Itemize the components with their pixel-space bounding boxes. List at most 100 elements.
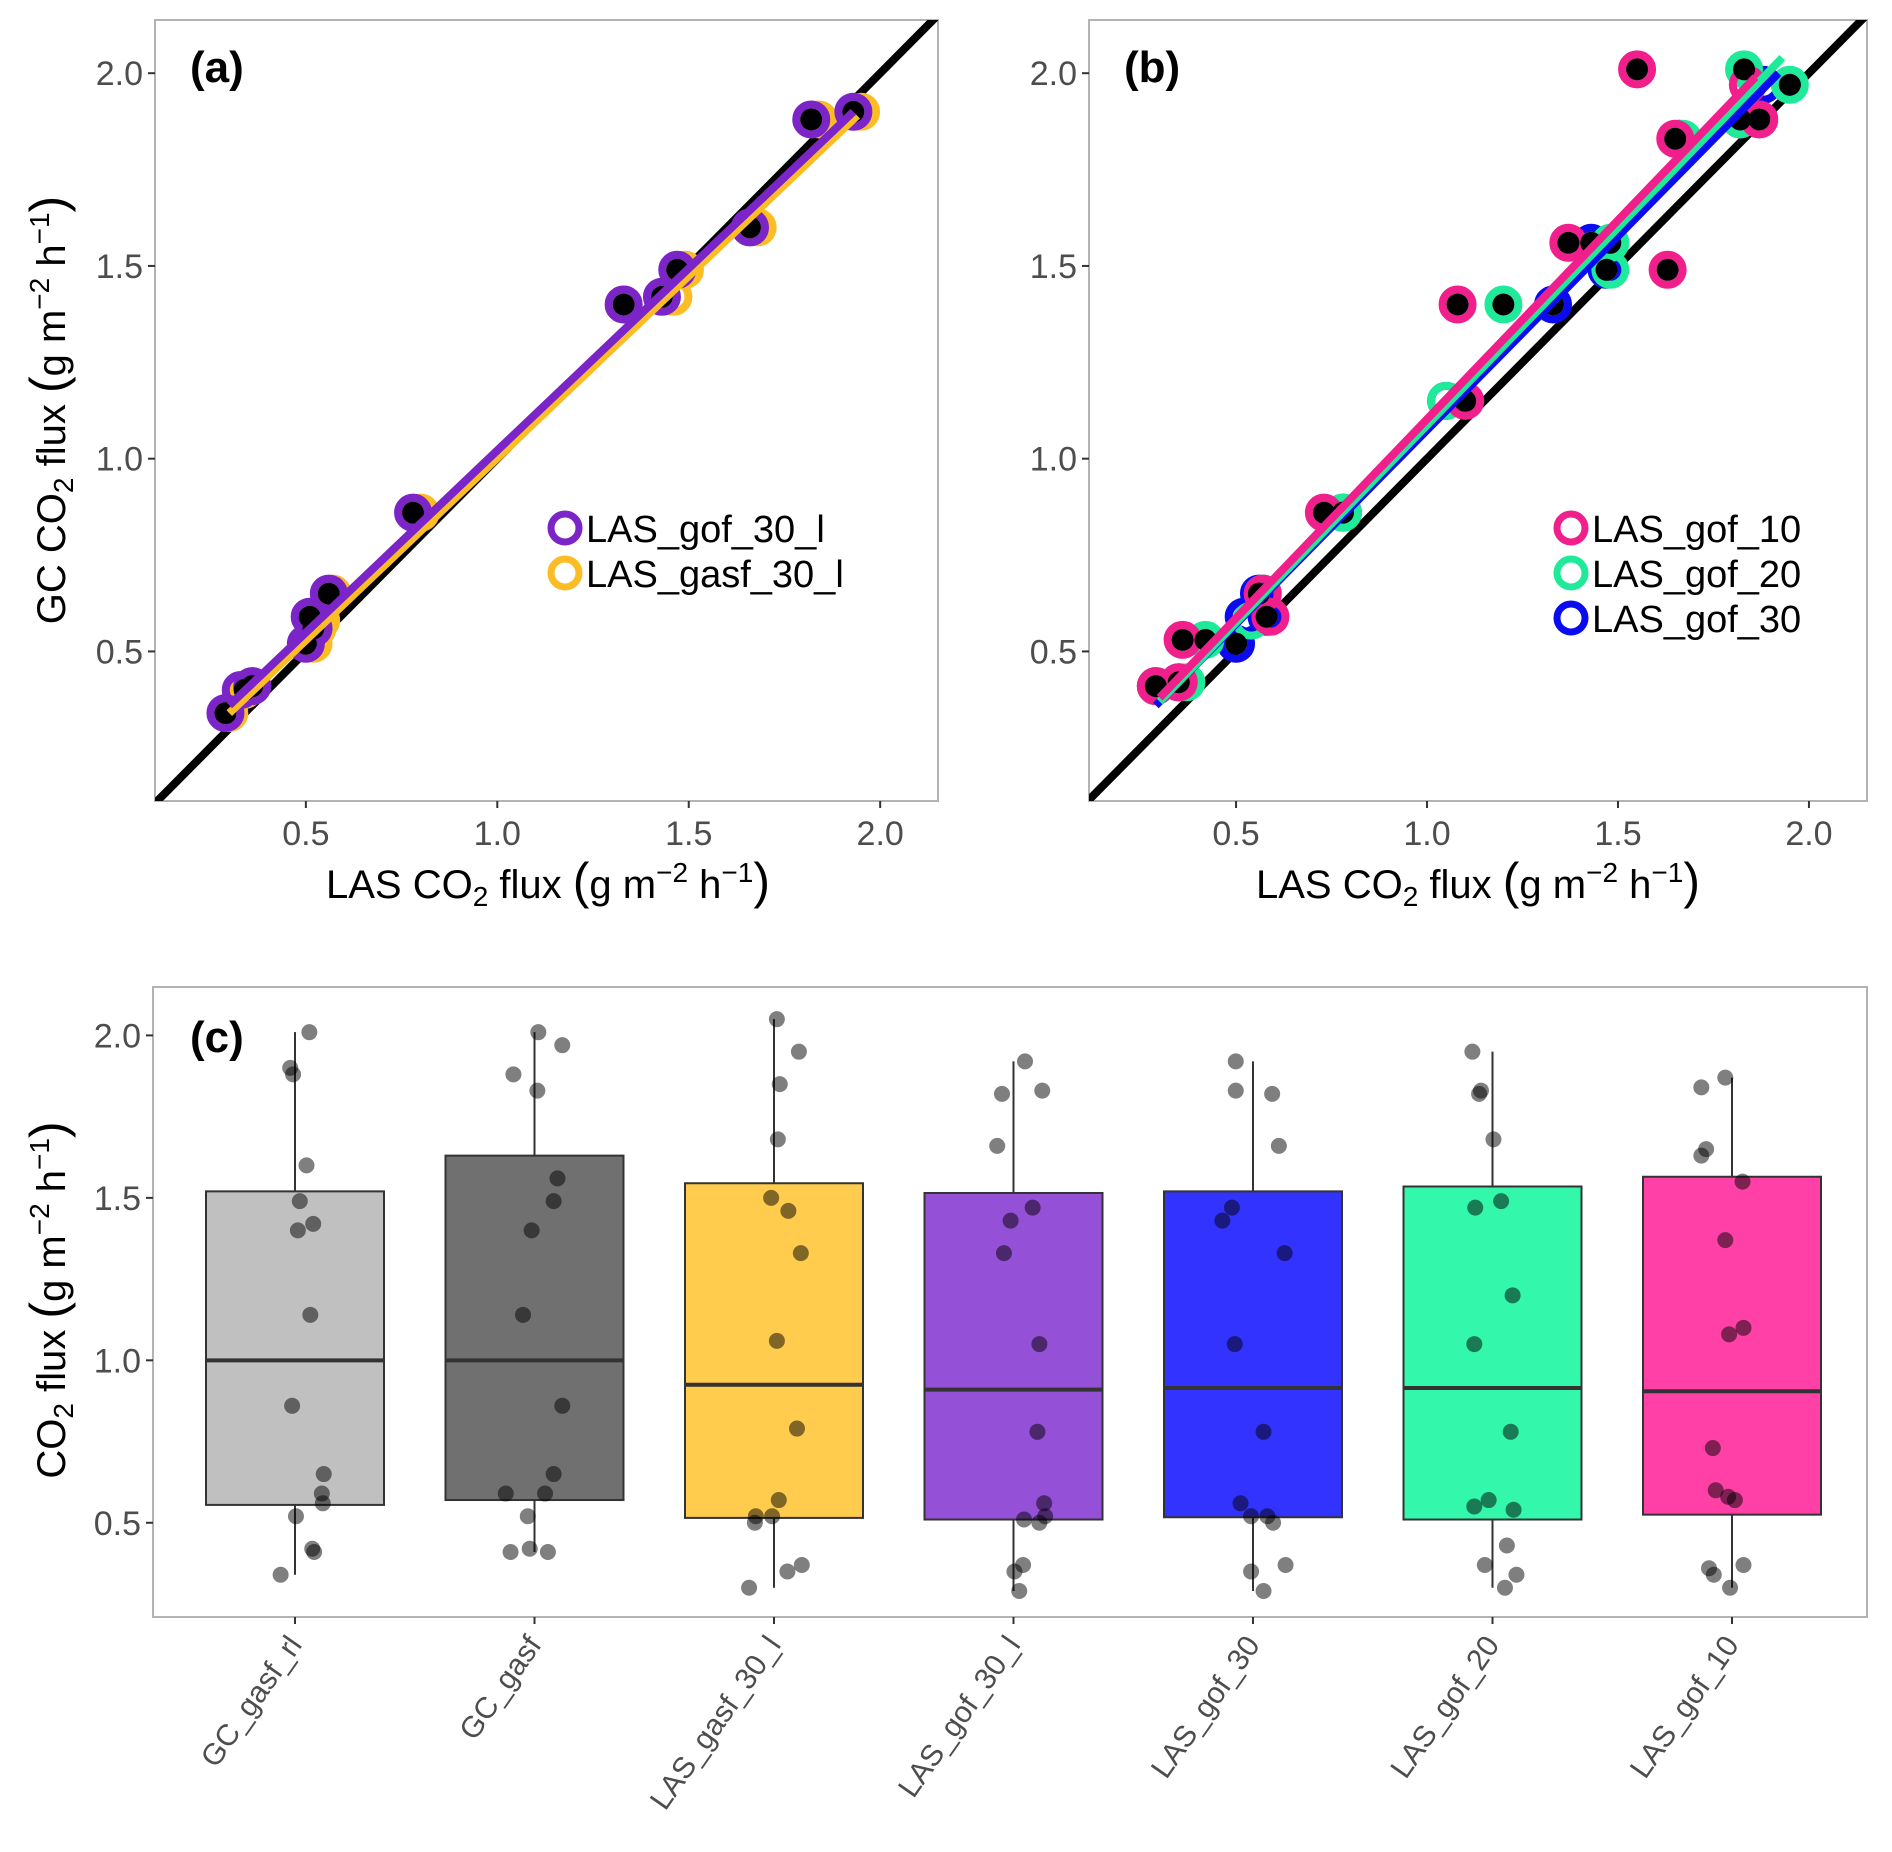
jitter-point [768,1011,785,1028]
panel-a-x-axis-title: LAS CO2 flux (g m−2 h−1) [326,853,770,912]
x-tick-label: 1.5 [665,815,712,853]
jitter-point [1467,1199,1484,1216]
jitter-point [554,1397,571,1414]
jitter-point [502,1544,519,1561]
legend-marker-las-gof-20 [1553,555,1589,591]
y-tick-label: 0.5 [1030,633,1077,671]
panel-a-legend: LAS_gof_30_l LAS_gasf_30_l [547,509,844,596]
jitter-point [549,1170,566,1187]
panel-b-scatter: 0.5 1.0 1.5 2.0 0.5 1.0 1.5 2.0 (b) LAS_gof_10 … [1030,19,1868,912]
jitter-point [1011,1583,1028,1600]
point-las-gof-30-l [642,277,681,316]
y-tick-label: 1.0 [1030,441,1077,479]
point-gc-reference [1557,231,1580,254]
panel-a-ticks: 0.5 1.0 1.5 2.0 0.5 1.0 1.5 2.0 [96,55,904,853]
x-tick-label: 2.0 [857,815,904,853]
y-tick-label: 2.0 [1030,55,1077,93]
legend-label-las-gof-30: LAS_gof_30 [1592,599,1801,641]
jitter-point [1232,1495,1249,1512]
box-las-gof-20 [1402,1043,1583,1596]
jitter-point [1717,1069,1734,1086]
y-tick-label: 1.0 [96,441,143,479]
point-gc-reference [1492,293,1515,316]
jitter-point [545,1466,562,1483]
jitter-point [1508,1566,1525,1583]
jitter-point [1002,1212,1019,1229]
panel-c-y-axis-title: CO2 flux (g m−2 h−1) [20,1121,79,1478]
jitter-point [1226,1336,1243,1353]
panel-c-marks [205,1011,1822,1600]
jitter-point [523,1222,540,1239]
jitter-point [768,1332,785,1349]
jitter-point [1227,1053,1244,1070]
legend-label-las-gof-30-l: LAS_gof_30_l [586,509,825,551]
panel-a-scatter: 0.5 1.0 1.5 2.0 0.5 1.0 1.5 2.0 (a) LAS_gof_30_… [20,19,939,912]
jitter-point [1031,1514,1048,1531]
jitter-point [301,1024,318,1041]
jitter-point [1036,1495,1053,1512]
box-iqr [444,1154,625,1502]
jitter-point [1214,1212,1231,1229]
x-tick-label: 1.0 [474,815,521,853]
jitter-point [1721,1326,1738,1343]
panel-b-tag: (b) [1124,43,1180,92]
jitter-point [1504,1287,1521,1304]
jitter-point [1276,1245,1293,1262]
jitter-point [764,1508,781,1525]
panel-b-legend: LAS_gof_10 LAS_gof_20 LAS_gof_30 [1553,509,1801,641]
point-gc-reference [1171,628,1194,651]
jitter-point [537,1485,554,1502]
jitter-point [1227,1082,1244,1099]
box-gc-gasf [444,1024,625,1561]
box-iqr [1642,1175,1822,1516]
x-tick-label: LAS_gof_30_l [892,1630,1027,1803]
jitter-point [1255,1583,1272,1600]
panel-b-marks [1089,20,1867,801]
point-gc-reference [1656,258,1679,281]
point-gc-reference [1733,58,1756,81]
legend-marker-las-gof-10 [1553,510,1589,546]
jitter-point [302,1306,319,1323]
point-gc-reference [1664,127,1687,150]
jitter-point [763,1189,780,1206]
y-tick-label: 1.5 [94,1180,141,1218]
panel-b-ticks: 0.5 1.0 1.5 2.0 0.5 1.0 1.5 2.0 [1030,55,1833,853]
point-gc-reference [1446,293,1469,316]
jitter-point [554,1037,571,1054]
jitter-point [272,1566,289,1583]
point-gc-reference [317,582,340,605]
jitter-point [1704,1440,1721,1457]
point-las-gof-10 [1656,119,1695,158]
y-tick-label: 1.5 [1030,248,1077,286]
jitter-point [1466,1498,1483,1515]
jitter-point [780,1202,797,1219]
x-tick-label: GC_gasf [453,1630,548,1746]
point-gc-reference [1778,73,1801,96]
jitter-point [1471,1085,1488,1102]
legend-label-las-gof-20: LAS_gof_20 [1592,554,1801,596]
point-las-gof-30-l [604,285,643,324]
plot-area [1089,20,1867,801]
jitter-point [1243,1508,1260,1525]
jitter-point [1031,1336,1048,1353]
box-iqr [684,1182,864,1519]
plot-area [155,20,938,801]
jitter-point [530,1024,547,1041]
jitter-point [1464,1043,1481,1060]
jitter-point [771,1076,788,1093]
jitter-point [769,1131,786,1148]
x-tick-label: LAS_gof_30 [1145,1630,1267,1784]
jitter-point [1496,1579,1513,1596]
point-gc-reference [1255,605,1278,628]
jitter-point [315,1466,332,1483]
jitter-point [1265,1514,1282,1531]
x-tick-label: 2.0 [1785,815,1832,853]
jitter-point [284,1397,301,1414]
panel-a-tag: (a) [190,43,244,92]
jitter-point [1485,1131,1502,1148]
jitter-point [746,1514,763,1531]
box-gc-gasf-rl [205,1024,385,1583]
box-iqr [1163,1190,1343,1519]
legend-marker-las-gof-30-l [547,510,583,546]
box-las-gasf-30-l [684,1011,864,1596]
